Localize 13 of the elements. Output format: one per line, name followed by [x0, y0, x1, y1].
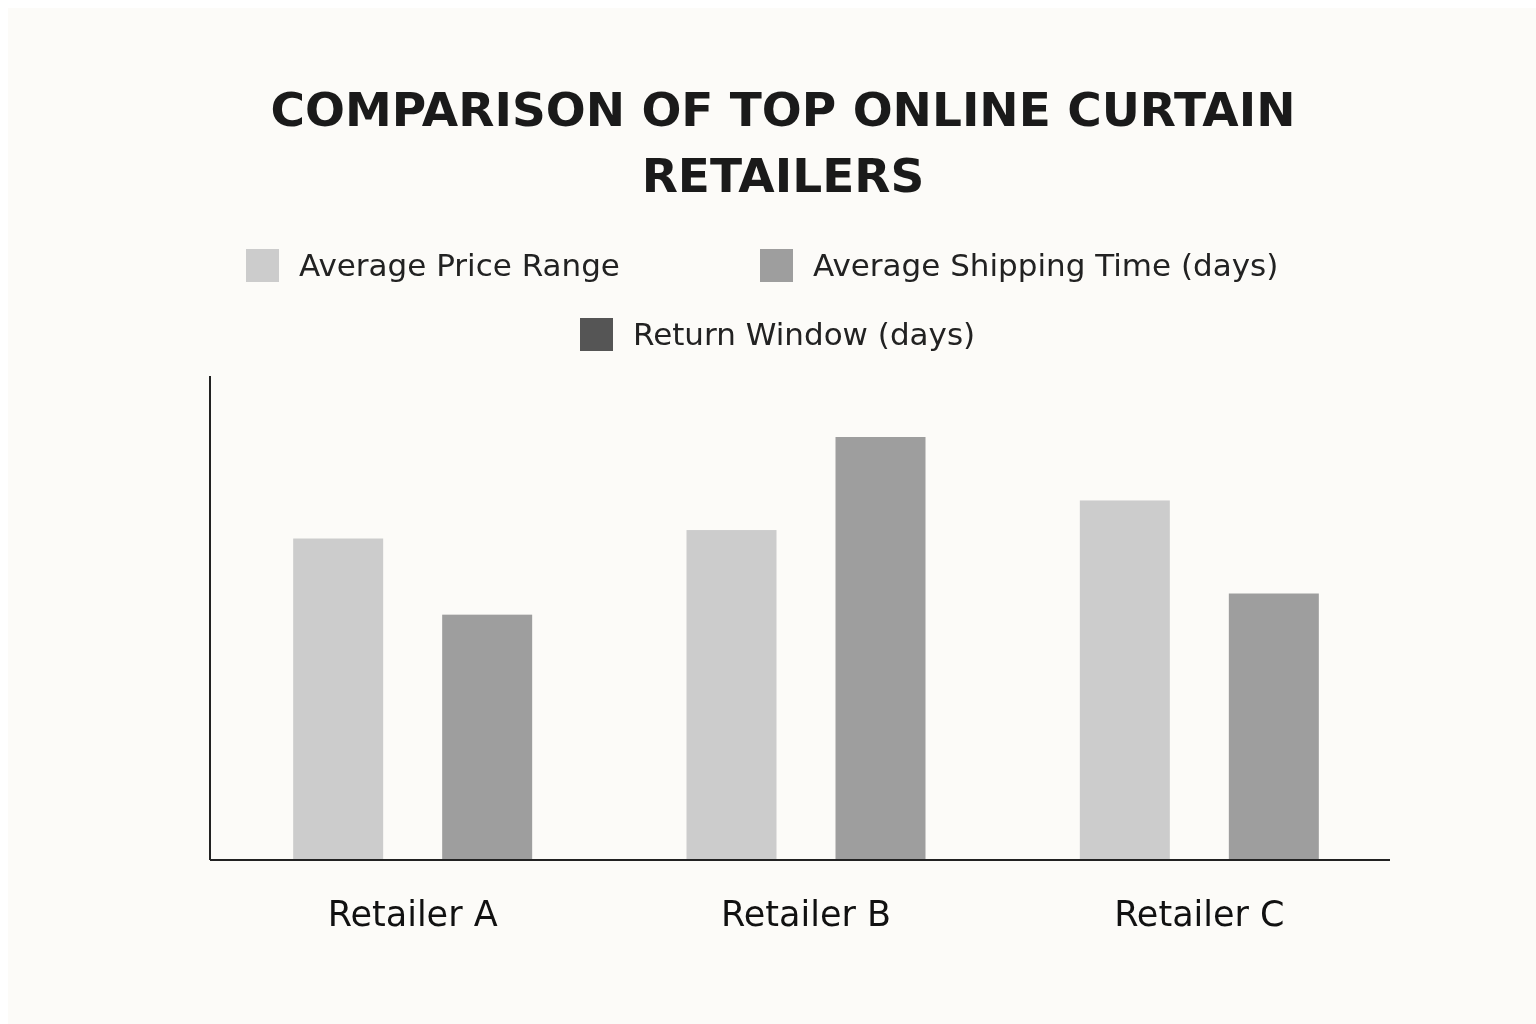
bar	[835, 437, 926, 860]
bar	[1228, 593, 1319, 860]
bar	[1079, 500, 1170, 860]
legend-label: Average Price Range	[299, 247, 620, 283]
bar	[442, 614, 533, 860]
chart-title: COMPARISON OF TOP ONLINE CURTAIN RETAILERS	[270, 82, 1296, 203]
x-tick-label: Retailer B	[721, 894, 891, 934]
bar	[686, 530, 777, 860]
legend-label: Average Shipping Time (days)	[813, 247, 1279, 283]
x-tick-label: Retailer C	[1114, 894, 1285, 934]
legend-label: Return Window (days)	[633, 316, 976, 352]
x-tick-label: Retailer A	[327, 894, 498, 934]
bar	[293, 538, 384, 860]
